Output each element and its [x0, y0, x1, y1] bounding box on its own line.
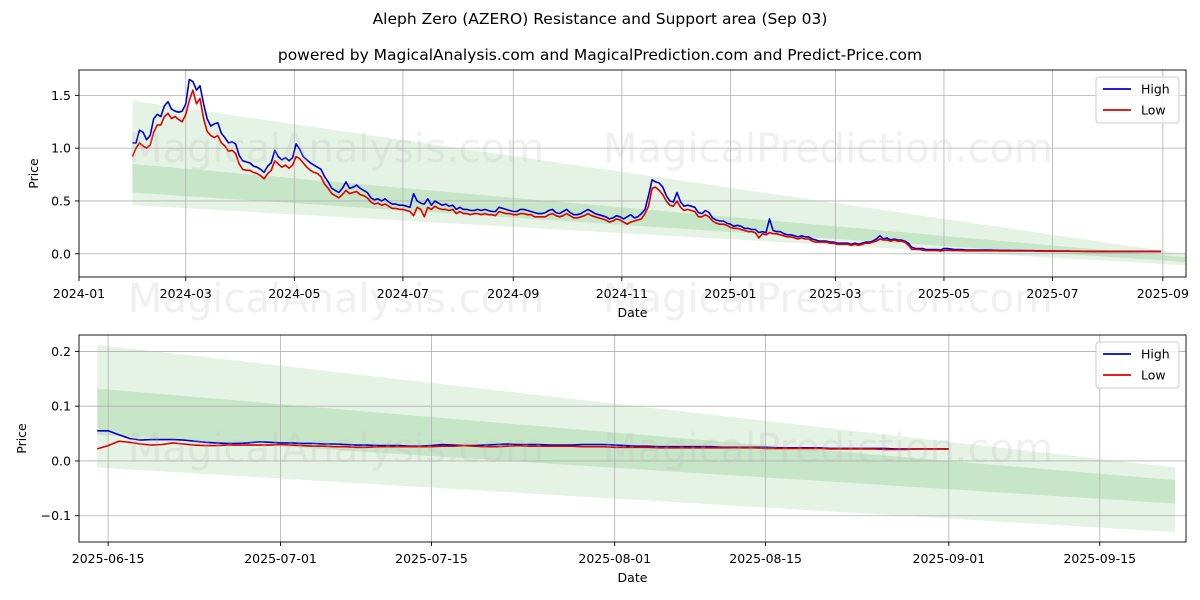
x-tick-label: 2025-07 [1026, 286, 1078, 301]
legend-label-low: Low [1141, 103, 1166, 118]
x-tick-label: 2025-03 [809, 286, 861, 301]
chart-subtitle: powered by MagicalAnalysis.com and Magic… [277, 46, 923, 64]
y-tick-label: 1.0 [51, 141, 71, 156]
x-tick-label: 2025-09 [1137, 286, 1189, 301]
legend-label-high: High [1141, 347, 1170, 362]
x-tick-label: 2025-08-15 [729, 551, 802, 566]
outer-band [97, 344, 1176, 533]
axes-frame [78, 69, 1187, 278]
x-tick-label: 2025-09-15 [1063, 551, 1136, 566]
legend: High Low [1095, 341, 1180, 389]
x-tick-label: 2025-01 [704, 286, 756, 301]
watermark-text: MagicalAnalysis.com [128, 426, 544, 472]
watermark-text: MagicalPrediction.com [603, 426, 1053, 472]
watermark-text: MagicalAnalysis.com [128, 126, 544, 172]
x-tick-label: 2025-06-15 [72, 551, 145, 566]
x-tick-label: 2024-05 [268, 286, 320, 301]
x-tick-label: 2025-08-01 [578, 551, 651, 566]
y-tick-label: 0.5 [51, 193, 71, 208]
legend: High Low [1095, 76, 1180, 124]
watermark-text: MagicalPrediction.com [603, 276, 1053, 322]
y-tick-label: −0.1 [41, 508, 71, 523]
y-axis-label: Price [14, 423, 29, 454]
plot-area [79, 335, 1186, 542]
x-tick-label: 2024-11 [596, 286, 648, 301]
x-tick-label: 2024-07 [377, 286, 429, 301]
legend-label-high: High [1141, 82, 1170, 97]
series-line-low [131, 89, 1162, 253]
x-tick-label: 2025-07-01 [244, 551, 317, 566]
x-axis-label: Date [618, 305, 648, 320]
top-chart-panel: MagicalAnalysis.com MagicalPrediction.com… [26, 69, 1189, 322]
x-tick-label: 2025-07-15 [395, 551, 468, 566]
watermark-text: MagicalPrediction.com [603, 126, 1053, 172]
y-tick-label: 1.5 [51, 88, 71, 103]
axes-frame [78, 334, 1187, 543]
x-tick-label: 2024-09 [487, 286, 539, 301]
y-tick-label: 0.2 [51, 344, 71, 359]
x-tick-label: 2024-03 [160, 286, 212, 301]
bottom-chart-panel: MagicalAnalysis.com MagicalPrediction.com… [14, 334, 1187, 585]
series-line-low [97, 440, 949, 451]
plot-area [79, 70, 1186, 277]
x-tick-label: 2024-01 [53, 286, 105, 301]
inner-band [132, 163, 1186, 262]
legend-label-low: Low [1141, 368, 1166, 383]
watermark-text: MagicalAnalysis.com [128, 276, 544, 322]
y-tick-label: 0.1 [51, 399, 71, 414]
x-axis-label: Date [618, 570, 648, 585]
y-axis-label: Price [26, 158, 41, 189]
chart-title: Aleph Zero (AZERO) Resistance and Suppor… [372, 10, 828, 28]
y-tick-label: 0.0 [51, 246, 71, 261]
x-tick-label: 2025-09-01 [913, 551, 986, 566]
y-tick-label: 0.0 [51, 453, 71, 468]
x-tick-label: 2025-05 [918, 286, 970, 301]
